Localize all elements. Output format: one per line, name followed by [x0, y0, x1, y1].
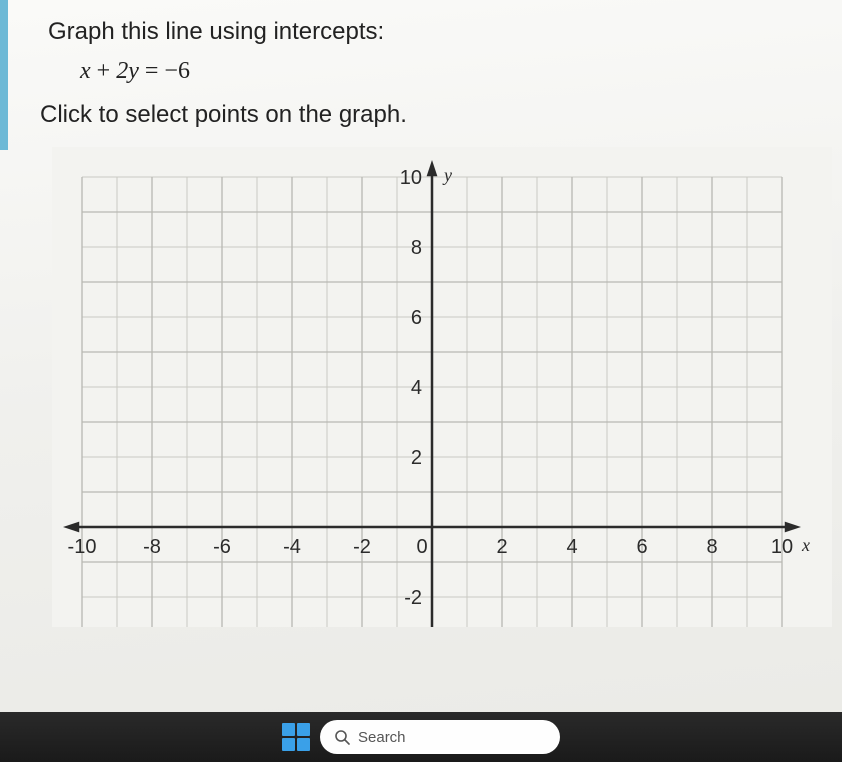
- svg-text:4: 4: [566, 536, 577, 558]
- svg-text:8: 8: [411, 237, 422, 259]
- svg-text:-10: -10: [68, 536, 97, 558]
- problem-content: Graph this line using intercepts: x + 2y…: [0, 0, 842, 627]
- svg-text:-6: -6: [213, 536, 231, 558]
- svg-text:0: 0: [416, 536, 427, 558]
- equation-eq: =: [139, 58, 165, 84]
- svg-text:2: 2: [411, 447, 422, 469]
- left-accent-bar: [0, 0, 8, 150]
- svg-text:-2: -2: [404, 587, 422, 609]
- svg-text:-2: -2: [353, 536, 371, 558]
- svg-text:10: 10: [771, 536, 793, 558]
- prompt-line-2: Click to select points on the graph.: [40, 101, 802, 129]
- svg-text:y: y: [442, 165, 452, 185]
- svg-text:-4: -4: [283, 536, 301, 558]
- cartesian-grid[interactable]: -10 -8 -6 -4 -2 0 2 4 6 8 10 -2 2 4 6 8 10 x y: [52, 147, 832, 627]
- windows-start-icon[interactable]: [282, 723, 310, 751]
- svg-text:x: x: [801, 535, 810, 555]
- search-icon: [334, 729, 350, 745]
- equation-rhs: −6: [164, 58, 190, 84]
- svg-text:6: 6: [636, 536, 647, 558]
- equation: x + 2y = −6: [80, 58, 802, 85]
- prompt-line-1: Graph this line using intercepts:: [48, 18, 802, 46]
- taskbar: Search: [0, 712, 842, 762]
- taskbar-search[interactable]: Search: [320, 720, 560, 754]
- svg-text:6: 6: [411, 307, 422, 329]
- equation-2y: 2y: [116, 58, 139, 84]
- svg-text:4: 4: [411, 377, 422, 399]
- search-placeholder: Search: [358, 729, 406, 746]
- equation-x: x: [80, 58, 91, 84]
- graph-area[interactable]: -10 -8 -6 -4 -2 0 2 4 6 8 10 -2 2 4 6 8 10 x y: [52, 147, 832, 627]
- page: Graph this line using intercepts: x + 2y…: [0, 0, 842, 762]
- svg-text:2: 2: [496, 536, 507, 558]
- equation-plus: +: [91, 58, 117, 84]
- svg-text:-8: -8: [143, 536, 161, 558]
- svg-text:8: 8: [706, 536, 717, 558]
- svg-text:10: 10: [400, 167, 422, 189]
